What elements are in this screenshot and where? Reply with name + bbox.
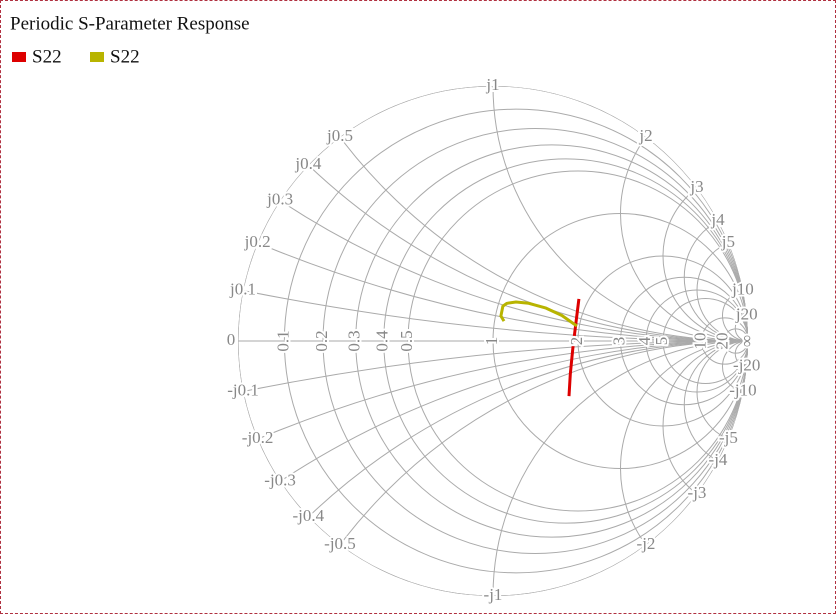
reactance-label: j4: [710, 210, 725, 229]
reactance-arc: [238, 340, 748, 596]
reactance-arc: [492, 340, 748, 596]
resistance-label: 10: [691, 333, 710, 350]
reactance-arc: [734, 340, 748, 367]
reactance-arc: [734, 315, 748, 342]
legend-label: S22: [110, 46, 140, 67]
reactance-arc: [238, 340, 748, 596]
reactance-label: j1: [485, 75, 499, 94]
reactance-arc: [696, 238, 748, 342]
legend-label: S22: [32, 46, 62, 67]
resistance-label: 0: [227, 330, 236, 349]
trace: [499, 300, 578, 328]
reactance-arc: [696, 340, 748, 444]
reactance-label: -j0.1: [227, 380, 259, 399]
reactance-label: j0.3: [266, 190, 293, 209]
resistance-circle: [407, 170, 748, 512]
reactance-label: -j3: [688, 483, 707, 502]
reactance-label: j20: [735, 304, 758, 323]
labels: 0 0.1 0.2 0.3 0.4 0.5 1 2 3 45 10 20 ∞j0.1j0.2j0.3j0…: [225, 73, 763, 606]
reactance-label: -j4: [709, 450, 728, 469]
reactance-label: j2: [638, 126, 652, 145]
reactance-arc: [722, 289, 748, 342]
reactance-arc: [683, 213, 748, 342]
resistance-label: 0.3: [345, 330, 364, 351]
reactance-arc: [238, 340, 748, 596]
reactance-label: j10: [731, 279, 754, 298]
resistance-circle: [283, 108, 748, 574]
reactance-label: j0.5: [326, 126, 353, 145]
resistance-label: 3: [609, 337, 628, 346]
legend-swatch: [90, 52, 104, 62]
reactance-label: -j0.3: [264, 470, 296, 489]
resistance-label: 2: [567, 337, 586, 346]
resistance-label: 5: [652, 337, 671, 346]
reactance-label: -j5: [719, 428, 738, 447]
reactance-label: -j2: [637, 534, 656, 553]
reactance-label: -j0.2: [242, 428, 274, 447]
legend: S22 S22: [12, 46, 140, 67]
reactance-label: -j0.4: [293, 506, 325, 525]
resistance-label: 20: [713, 333, 732, 350]
resistance-label: 0.1: [273, 330, 292, 351]
reactance-label: -j10: [729, 380, 756, 399]
reactance-label: j3: [689, 177, 703, 196]
chart-title: Periodic S-Parameter Response: [10, 13, 250, 34]
reactance-label: j0.2: [244, 232, 271, 251]
reactance-label: j0.1: [229, 279, 256, 298]
reactance-arc: [662, 340, 748, 512]
resistance-label: 0.4: [373, 330, 392, 352]
reactance-arc: [238, 340, 748, 596]
trace: [567, 298, 581, 397]
reactance-label: j5: [721, 232, 735, 251]
reactance-arc: [238, 86, 748, 342]
reactance-arc: [662, 170, 748, 342]
legend-swatch: [12, 52, 26, 62]
reactance-arc: [620, 340, 748, 596]
resistance-circle: [322, 128, 748, 554]
resistance-label: 0.5: [397, 330, 416, 351]
reactance-arc: [492, 86, 748, 342]
resistance-circle: [662, 298, 748, 384]
reactance-label: -j20: [733, 355, 760, 374]
reactance-arc: [683, 340, 748, 469]
reactance-label: -j0.5: [324, 534, 356, 553]
plot: [499, 298, 581, 397]
reactance-arc: [722, 340, 748, 393]
resistance-label: 4: [635, 336, 654, 345]
reactance-arc: [620, 86, 748, 342]
reactance-label: -j1: [484, 585, 503, 604]
resistance-label: 1: [482, 337, 501, 346]
resistance-label: 0.2: [312, 330, 331, 351]
reactance-label: j0.4: [294, 154, 321, 173]
infinity-label: ∞: [737, 335, 756, 347]
